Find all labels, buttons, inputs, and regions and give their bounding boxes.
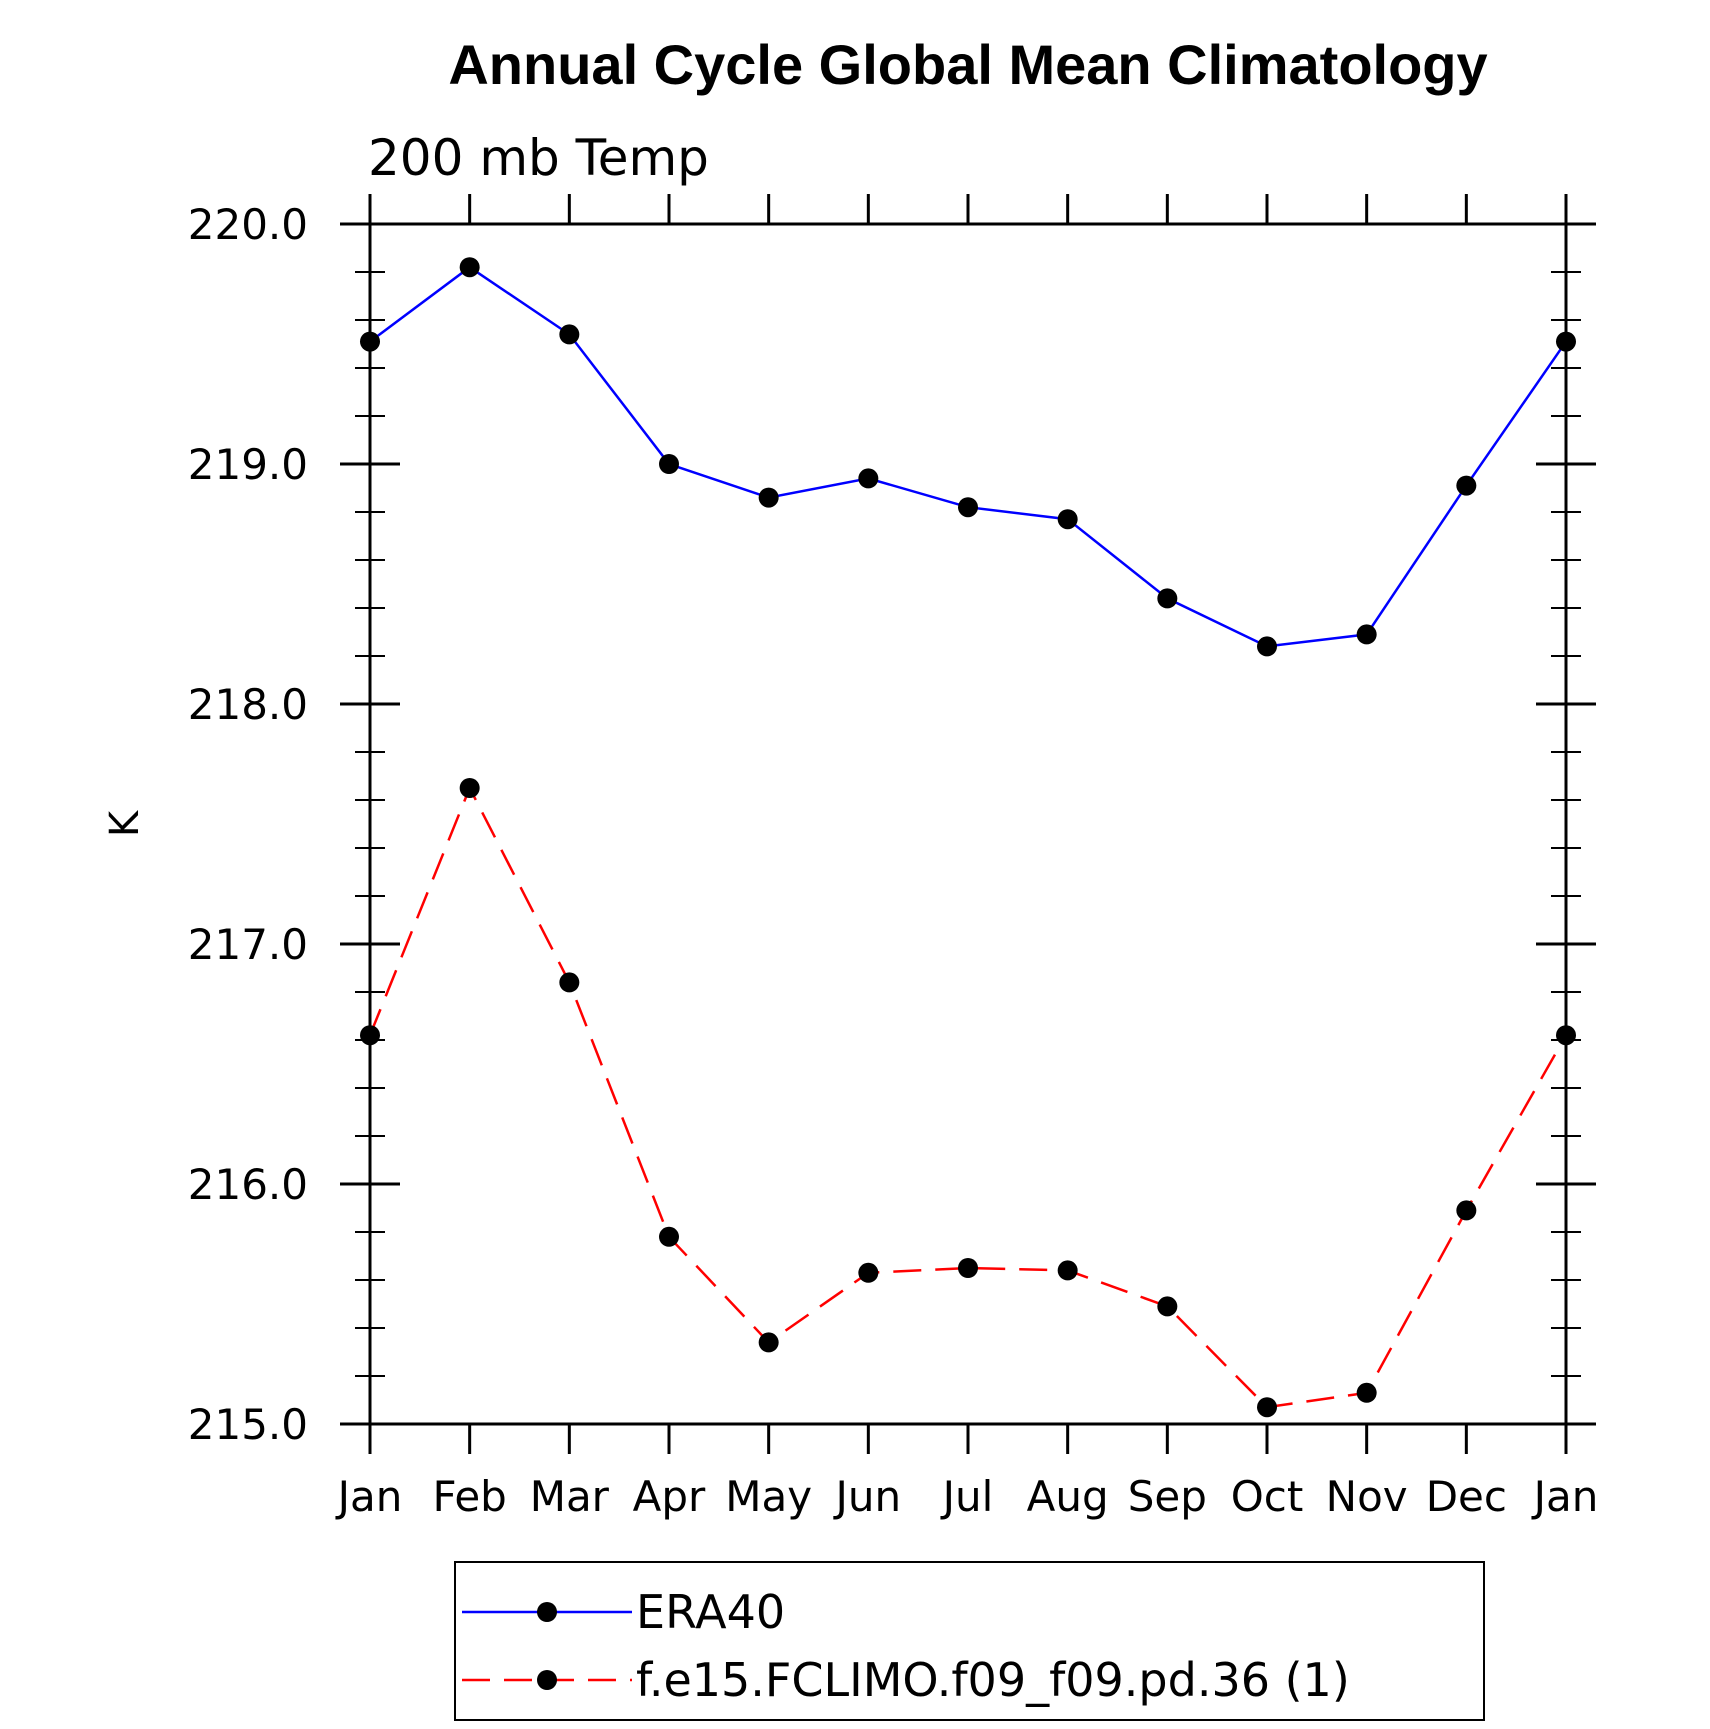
series-line-2 [368, 784, 1568, 1409]
plot-frame [368, 222, 1568, 1426]
series-2-point [559, 972, 580, 993]
series-1-point [360, 331, 380, 352]
series-1-point [659, 454, 679, 474]
legend-items: ERA40 f.e15.FCLIMO.f09_f09.pd.36 (1) [462, 1585, 1350, 1707]
x-tick-label: May [725, 1472, 812, 1521]
legend-box [454, 1561, 1485, 1721]
series-1-point [559, 324, 580, 345]
series-1-point [958, 497, 978, 518]
series-2-point [659, 1226, 679, 1247]
series-layer [360, 257, 1576, 1418]
y-tick-label: 219.0 [188, 440, 308, 489]
series-1-point [1356, 624, 1377, 645]
x-tick-labels: Jan Feb Mar Apr May Jun Jul Aug Sep Oct Nov Dec Jan [335, 1472, 1599, 1521]
series-1-point [1157, 588, 1178, 609]
y-tick-labels: 215.0 216.0 217.0 218.0 219.0 220.0 [188, 200, 308, 1449]
series-1-point [758, 487, 779, 508]
axis-ticks [340, 194, 1596, 1454]
series-2-point [958, 1258, 978, 1278]
series-2-point [459, 778, 480, 798]
series-2-point [758, 1332, 779, 1353]
y-tick-label: 220.0 [188, 200, 308, 249]
series-line-1 [369, 265, 1568, 648]
series-1-point [1456, 475, 1477, 496]
chart-subtitle: 200 mb Temp [368, 129, 709, 187]
x-tick-label: Mar [530, 1472, 610, 1521]
series-1-point [1556, 331, 1576, 352]
x-tick-label: Aug [1027, 1472, 1109, 1521]
series-2-point [360, 1025, 380, 1046]
x-tick-label: Jul [940, 1472, 994, 1521]
legend-label-1: ERA40 [636, 1585, 785, 1639]
series-2-point [1556, 1025, 1576, 1046]
series-1-point [1257, 636, 1277, 657]
y-tick-label: 217.0 [188, 920, 308, 969]
series-2-point [1057, 1260, 1078, 1281]
x-tick-label: Oct [1231, 1472, 1304, 1521]
series-2-point [858, 1262, 879, 1283]
series-2-point [1456, 1200, 1477, 1221]
x-tick-label: Nov [1326, 1472, 1408, 1521]
series-1-point [858, 468, 879, 489]
y-tick-label: 216.0 [188, 1160, 308, 1209]
x-tick-label: Dec [1426, 1472, 1507, 1521]
x-tick-label: Jan [1531, 1472, 1599, 1521]
x-tick-label: Apr [633, 1472, 706, 1521]
series-2-point [1157, 1296, 1178, 1317]
x-tick-label: Feb [432, 1472, 506, 1521]
series-1-point [459, 257, 480, 278]
series-2-point [1257, 1397, 1277, 1418]
y-tick-label: 218.0 [188, 680, 308, 729]
legend-marker-1 [537, 1602, 557, 1622]
x-tick-label: Sep [1128, 1472, 1207, 1521]
x-tick-label: Jan [335, 1472, 403, 1521]
legend-marker-2 [537, 1670, 557, 1690]
x-tick-label: Jun [833, 1472, 902, 1521]
series-1-point [1057, 509, 1078, 530]
legend-label-2: f.e15.FCLIMO.f09_f09.pd.36 (1) [636, 1653, 1350, 1707]
series-2-point [1356, 1382, 1377, 1403]
y-axis-label: K [102, 809, 148, 837]
chart-title: Annual Cycle Global Mean Climatology [448, 33, 1487, 96]
y-tick-label: 215.0 [188, 1400, 308, 1449]
